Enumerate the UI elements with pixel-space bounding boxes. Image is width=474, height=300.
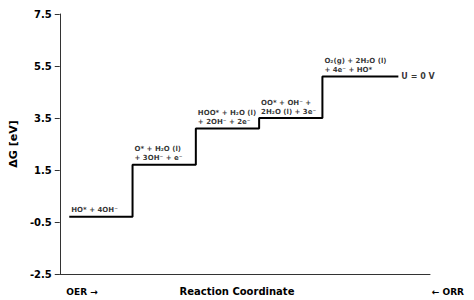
svg-text:← ORR: ← ORR — [432, 287, 464, 297]
svg-text:O* + H₂O (l): O* + H₂O (l) — [135, 145, 181, 153]
svg-text:-2.5: -2.5 — [30, 269, 52, 280]
svg-text:+ 4e⁻ + HO*: + 4e⁻ + HO* — [324, 66, 372, 74]
svg-text:1.5: 1.5 — [34, 165, 52, 176]
svg-text:OO* + OH⁻ +: OO* + OH⁻ + — [261, 99, 311, 107]
svg-text:Reaction Coordinate: Reaction Coordinate — [180, 286, 295, 297]
svg-text:5.5: 5.5 — [34, 61, 52, 72]
svg-text:ΔG [eV]: ΔG [eV] — [7, 120, 20, 167]
svg-text:U = 0 V: U = 0 V — [401, 72, 435, 81]
svg-text:2H₂O (l) + 3e⁻: 2H₂O (l) + 3e⁻ — [261, 108, 316, 116]
svg-text:O₂(g) + 2H₂O (l): O₂(g) + 2H₂O (l) — [324, 57, 386, 65]
svg-text:HO* + 4OH⁻: HO* + 4OH⁻ — [71, 206, 118, 214]
svg-text:OER →: OER → — [66, 287, 98, 297]
svg-text:7.5: 7.5 — [34, 9, 52, 20]
svg-text:3.5: 3.5 — [34, 113, 52, 124]
svg-text:HOO* + H₂O (l): HOO* + H₂O (l) — [198, 109, 256, 117]
svg-text:+ 2OH⁻ + 2e⁻: + 2OH⁻ + 2e⁻ — [198, 118, 251, 126]
svg-text:+ 3OH⁻ + e⁻: + 3OH⁻ + e⁻ — [135, 154, 183, 162]
svg-text:-0.5: -0.5 — [30, 217, 52, 228]
